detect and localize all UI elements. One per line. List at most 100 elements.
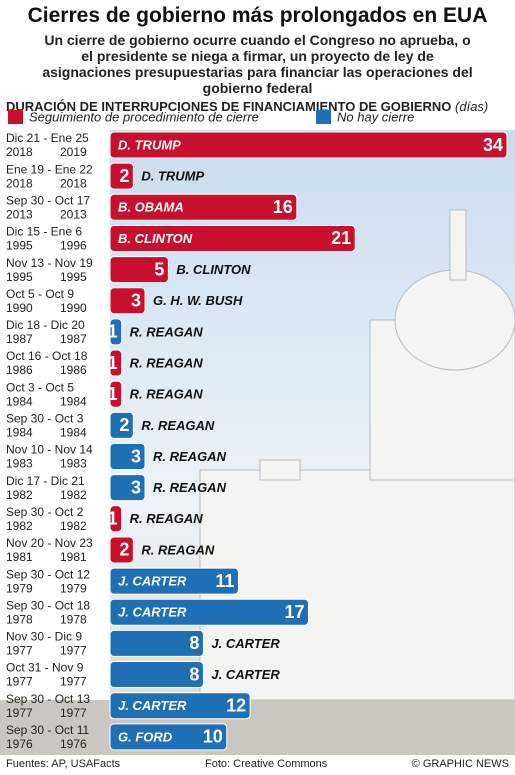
year-end: 1996	[60, 239, 87, 253]
value-label: 2	[119, 166, 129, 186]
value-label: 10	[203, 727, 223, 747]
date-range: Oct 16 - Oct 18	[6, 349, 88, 363]
sources: Fuentes: AP, USAFacts	[6, 758, 121, 770]
photo-credit: Foto: Creative Commons	[205, 758, 328, 770]
year-end: 1983	[60, 457, 87, 471]
date-range: Sep 30 - Oct 12	[6, 567, 90, 581]
bar	[109, 131, 508, 159]
president-label: J. CARTER	[118, 605, 187, 620]
president-label: J. CARTER	[211, 667, 280, 682]
date-range: Nov 13 - Nov 19	[6, 256, 93, 270]
year-end: 1978	[60, 612, 87, 626]
president-label: R. REAGAN	[130, 387, 204, 402]
year-end: 2013	[60, 207, 87, 221]
president-label: G. H. W. BUSH	[153, 293, 243, 308]
year-end: 1977	[60, 675, 87, 689]
capitol	[0, 209, 515, 755]
bar	[109, 474, 146, 502]
date-range: Dic 15 - Ene 6	[6, 225, 82, 239]
year-end: 1977	[60, 706, 87, 720]
legend-label: No hay cierre	[337, 109, 414, 124]
year-start: 1978	[6, 612, 33, 626]
value-label: 17	[284, 602, 304, 622]
bar	[109, 193, 298, 221]
date-range: Dic 17 - Dic 21	[6, 474, 85, 488]
date-range: Ene 19 - Ene 22	[6, 162, 93, 176]
year-start: 1987	[6, 332, 33, 346]
value-label: 21	[331, 228, 351, 248]
value-label: 3	[131, 446, 141, 466]
bar	[109, 536, 134, 564]
date-range: Dic 21 - Ene 25	[6, 131, 89, 145]
year-start: 2013	[6, 207, 33, 221]
bar	[109, 256, 169, 284]
year-start: 1986	[6, 363, 33, 377]
president-label: B. CLINTON	[176, 262, 251, 277]
legend-swatch	[316, 110, 331, 124]
bar	[109, 224, 356, 252]
president-label: G. FORD	[118, 729, 173, 744]
legend-swatch	[8, 110, 23, 124]
year-end: 2019	[60, 145, 87, 159]
bar	[109, 380, 123, 408]
president-label: R. REAGAN	[130, 355, 204, 370]
year-start: 1982	[6, 488, 33, 502]
value-label: 3	[131, 477, 141, 497]
president-label: B. CLINTON	[118, 231, 193, 246]
year-end: 1984	[60, 426, 87, 440]
date-range: Dic 18 - Dic 20	[6, 318, 85, 332]
president-label: D. TRUMP	[141, 169, 204, 184]
bar	[109, 629, 204, 657]
year-end: 1986	[60, 363, 87, 377]
year-end: 1979	[60, 581, 87, 595]
year-end: 1976	[60, 737, 87, 751]
president-label: R. REAGAN	[141, 418, 215, 433]
year-start: 1995	[6, 270, 33, 284]
bar	[109, 723, 228, 751]
year-start: 1990	[6, 301, 33, 315]
year-end: 1982	[60, 488, 87, 502]
year-end: 1987	[60, 332, 87, 346]
year-end: 1977	[60, 644, 87, 658]
value-label: 8	[189, 633, 199, 653]
bar	[109, 411, 134, 439]
year-start: 1977	[6, 675, 33, 689]
date-range: Nov 10 - Nov 14	[6, 443, 93, 457]
year-end: 1990	[60, 301, 87, 315]
year-start: 1977	[6, 706, 33, 720]
axis-unit: (días)	[455, 99, 488, 114]
president-label: R. REAGAN	[153, 449, 227, 464]
value-label: 11	[215, 571, 234, 591]
date-range: Nov 20 - Nov 23	[6, 536, 93, 550]
president-label: R. REAGAN	[130, 324, 204, 339]
date-range: Oct 5 - Oct 9	[6, 287, 74, 301]
date-range: Sep 30 - Oct 13	[6, 692, 90, 706]
bar	[109, 567, 239, 595]
bar	[109, 318, 123, 346]
date-range: Oct 31 - Nov 9	[6, 661, 84, 675]
value-label: 1	[108, 322, 118, 342]
value-label: 16	[273, 197, 293, 217]
year-end: 1981	[60, 550, 87, 564]
date-range: Sep 30 - Oct 3	[6, 412, 84, 426]
president-label: R. REAGAN	[141, 542, 215, 557]
credit: © GRAPHIC NEWS	[412, 758, 509, 770]
president-label: J. CARTER	[211, 636, 280, 651]
bar	[109, 443, 146, 470]
value-label: 1	[108, 353, 118, 373]
year-start: 1977	[6, 644, 33, 658]
year-start: 1983	[6, 457, 33, 471]
subtitle: Un cierre de gobierno ocurre cuando el C…	[42, 32, 473, 96]
president-label: R. REAGAN	[130, 511, 204, 526]
year-start: 1979	[6, 581, 33, 595]
value-label: 2	[119, 415, 129, 435]
value-label: 3	[131, 291, 141, 311]
value-label: 1	[108, 384, 118, 404]
bar	[109, 287, 146, 315]
bar	[109, 692, 251, 720]
bar	[109, 349, 123, 377]
year-start: 2018	[6, 145, 33, 159]
bar	[109, 661, 204, 689]
date-range: Sep 30 - Oct 17	[6, 193, 90, 207]
